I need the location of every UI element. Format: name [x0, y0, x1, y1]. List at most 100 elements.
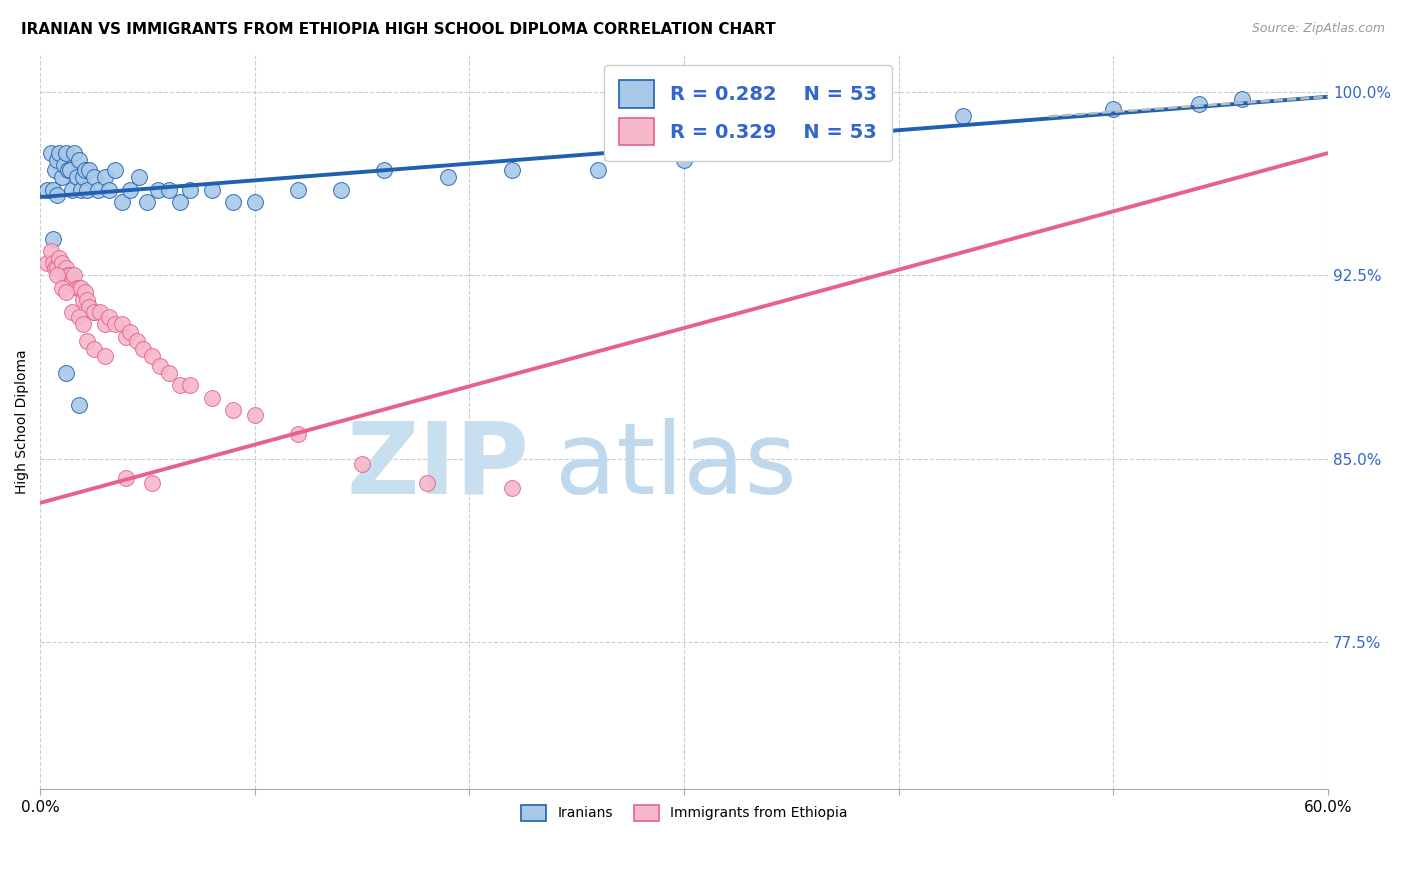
Point: [59, 268, 82, 283]
Point: [35, 183, 58, 197]
Point: [76, 293, 98, 307]
Point: [437, 170, 460, 185]
Point: [67, 398, 90, 412]
Point: [243, 408, 266, 422]
Point: [60, 276, 83, 290]
Point: [83, 305, 105, 319]
Point: [780, 146, 803, 161]
Point: [97, 310, 120, 324]
Point: [222, 403, 245, 417]
Point: [104, 163, 127, 178]
Point: [39, 244, 62, 258]
Text: ZIP: ZIP: [347, 417, 530, 515]
Point: [104, 318, 127, 332]
Point: [97, 183, 120, 197]
Point: [93, 170, 115, 185]
Point: [115, 471, 138, 485]
Point: [952, 109, 974, 123]
Point: [93, 318, 115, 332]
Point: [55, 285, 77, 300]
Point: [169, 378, 191, 392]
Point: [35, 256, 58, 270]
Point: [1232, 92, 1254, 106]
Point: [79, 300, 101, 314]
Text: IRANIAN VS IMMIGRANTS FROM ETHIOPIA HIGH SCHOOL DIPLOMA CORRELATION CHART: IRANIAN VS IMMIGRANTS FROM ETHIOPIA HIGH…: [21, 22, 776, 37]
Point: [222, 194, 245, 209]
Point: [87, 183, 110, 197]
Point: [65, 170, 87, 185]
Point: [111, 318, 134, 332]
Text: Source: ZipAtlas.com: Source: ZipAtlas.com: [1251, 22, 1385, 36]
Point: [55, 146, 77, 161]
Point: [89, 305, 111, 319]
Point: [83, 305, 105, 319]
Point: [501, 163, 523, 178]
Point: [128, 170, 150, 185]
Point: [120, 325, 142, 339]
Point: [51, 280, 73, 294]
Point: [63, 268, 86, 283]
Point: [63, 146, 86, 161]
Point: [157, 183, 180, 197]
Point: [44, 163, 66, 178]
Text: atlas: atlas: [555, 417, 797, 515]
Point: [44, 260, 66, 275]
Point: [70, 280, 93, 294]
Point: [52, 268, 75, 283]
Point: [169, 194, 191, 209]
Point: [76, 334, 98, 349]
Point: [501, 481, 523, 495]
Point: [136, 194, 159, 209]
Point: [59, 163, 82, 178]
Point: [415, 476, 437, 491]
Point: [60, 305, 83, 319]
Point: [75, 163, 97, 178]
Point: [42, 183, 65, 197]
Point: [1188, 97, 1211, 112]
Point: [373, 163, 395, 178]
Point: [111, 194, 134, 209]
Point: [48, 146, 70, 161]
Point: [1102, 102, 1125, 116]
Point: [46, 187, 69, 202]
Point: [51, 256, 73, 270]
Y-axis label: High School Diploma: High School Diploma: [15, 350, 30, 494]
Point: [179, 183, 201, 197]
Point: [56, 268, 79, 283]
Point: [55, 366, 77, 380]
Point: [588, 163, 610, 178]
Point: [141, 349, 163, 363]
Point: [201, 183, 224, 197]
Point: [352, 457, 374, 471]
Point: [72, 170, 94, 185]
Point: [673, 153, 696, 168]
Point: [48, 251, 70, 265]
Point: [120, 183, 142, 197]
Legend: Iranians, Immigrants from Ethiopia: Iranians, Immigrants from Ethiopia: [516, 799, 852, 826]
Point: [42, 232, 65, 246]
Point: [243, 194, 266, 209]
Point: [55, 260, 77, 275]
Point: [65, 280, 87, 294]
Point: [67, 310, 90, 324]
Point: [46, 268, 69, 283]
Point: [179, 378, 201, 392]
Point: [70, 183, 93, 197]
Point: [72, 318, 94, 332]
Point: [52, 158, 75, 172]
Point: [132, 342, 155, 356]
Point: [201, 391, 224, 405]
Point: [56, 163, 79, 178]
Point: [79, 163, 101, 178]
Point: [93, 349, 115, 363]
Point: [125, 334, 148, 349]
Point: [115, 329, 138, 343]
Point: [141, 476, 163, 491]
Point: [75, 285, 97, 300]
Point: [51, 170, 73, 185]
Point: [287, 183, 309, 197]
Point: [72, 293, 94, 307]
Point: [60, 183, 83, 197]
Point: [149, 359, 172, 373]
Point: [39, 146, 62, 161]
